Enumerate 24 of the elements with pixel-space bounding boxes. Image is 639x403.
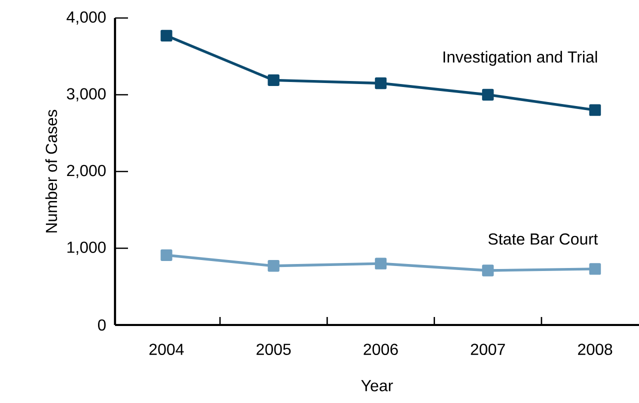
point	[482, 88, 494, 101]
x-tick-label: 2006	[364, 344, 398, 356]
x-tick-label: 2007	[470, 344, 505, 356]
y-tick-label: 2,000	[67, 164, 106, 178]
series-label: Investigation and Trial	[444, 50, 597, 66]
point	[160, 249, 172, 261]
point	[482, 264, 494, 276]
y-tick-label: 1,000	[67, 242, 106, 255]
x-tick-label: 2005	[256, 344, 291, 356]
y-axis-title: Number of Cases	[45, 110, 58, 232]
y-tick-label: 4,000	[66, 11, 106, 25]
point	[374, 258, 387, 270]
series-label: State Bar Court	[488, 233, 598, 245]
y-tick-label: 0	[98, 319, 106, 331]
x-tick-label: 2004	[149, 344, 184, 356]
point	[374, 77, 387, 90]
y-tick-label: 3,000	[66, 88, 106, 102]
point	[589, 263, 601, 275]
point	[589, 104, 601, 116]
point	[160, 30, 172, 42]
point	[268, 260, 280, 272]
x-axis-title: Year	[361, 380, 393, 392]
point	[268, 74, 280, 86]
x-tick-label: 2008	[578, 344, 612, 356]
